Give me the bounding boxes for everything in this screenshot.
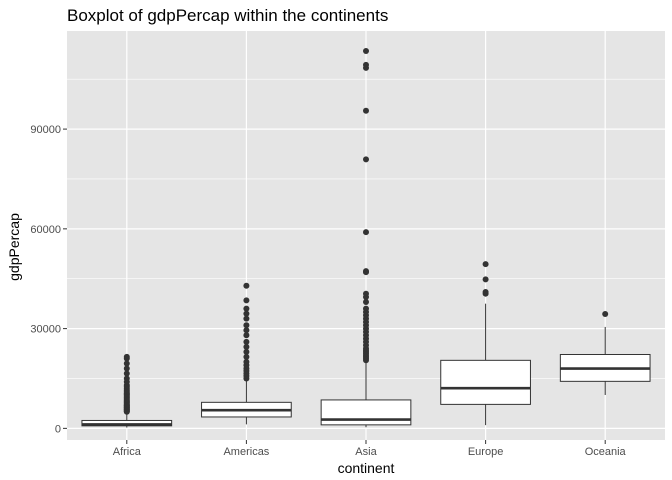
outlier-point: [123, 375, 130, 382]
outlier-point: [363, 290, 369, 297]
x-tick-label: Europe: [468, 446, 503, 458]
outlier-point: [363, 47, 369, 54]
box-iqr: [320, 399, 412, 426]
outlier-point: [243, 322, 250, 329]
outlier-point: [363, 156, 369, 163]
outlier-point: [243, 327, 250, 334]
y-tick-label: 30000: [30, 324, 61, 336]
outlier-point: [123, 353, 130, 360]
box-oceania: [559, 310, 651, 395]
outlier-point: [243, 315, 250, 322]
x-tick-label: Asia: [355, 446, 377, 458]
outlier-point: [363, 305, 369, 312]
outlier-point: [363, 107, 369, 114]
outlier-point: [243, 297, 250, 304]
outlier-point: [243, 332, 250, 339]
y-axis-title: gdpPercap: [6, 213, 22, 281]
x-tick-label: Americas: [223, 446, 269, 458]
y-tick-label: 60000: [30, 224, 61, 236]
box-africa: [81, 353, 173, 428]
box-americas: [201, 282, 292, 425]
x-tick-label: Oceania: [585, 446, 627, 458]
outlier-point: [243, 343, 250, 350]
outlier-point: [123, 370, 130, 377]
outlier-point: [243, 348, 250, 355]
outlier-point: [363, 299, 369, 306]
outlier-point: [243, 353, 250, 360]
box-iqr: [440, 359, 531, 405]
outlier-point: [482, 276, 489, 283]
outlier-point: [243, 358, 250, 365]
outlier-point: [363, 229, 369, 236]
x-tick-label: Africa: [113, 446, 142, 458]
outlier-point: [123, 360, 130, 367]
x-axis-title: continent: [338, 460, 395, 476]
x-axis: Africa Americas Asia Europe Oceania: [113, 440, 627, 458]
outlier-point: [602, 310, 609, 317]
outlier-point: [482, 289, 489, 296]
outlier-point: [123, 365, 130, 372]
outlier-point: [243, 305, 250, 312]
boxes: [81, 47, 651, 428]
outlier-point: [363, 268, 369, 275]
outlier-point: [243, 282, 250, 289]
y-tick-label: 0: [55, 423, 61, 435]
y-axis: 0 30000 60000 90000: [30, 124, 67, 435]
outlier-point: [482, 261, 489, 268]
chart-title: Boxplot of gdpPercap within the continen…: [67, 6, 388, 25]
box-europe: [440, 261, 531, 426]
outlier-point: [243, 338, 250, 345]
outlier-point: [243, 310, 250, 317]
y-tick-label: 90000: [30, 124, 61, 136]
box-asia: [320, 47, 412, 428]
outlier-point: [363, 61, 369, 68]
